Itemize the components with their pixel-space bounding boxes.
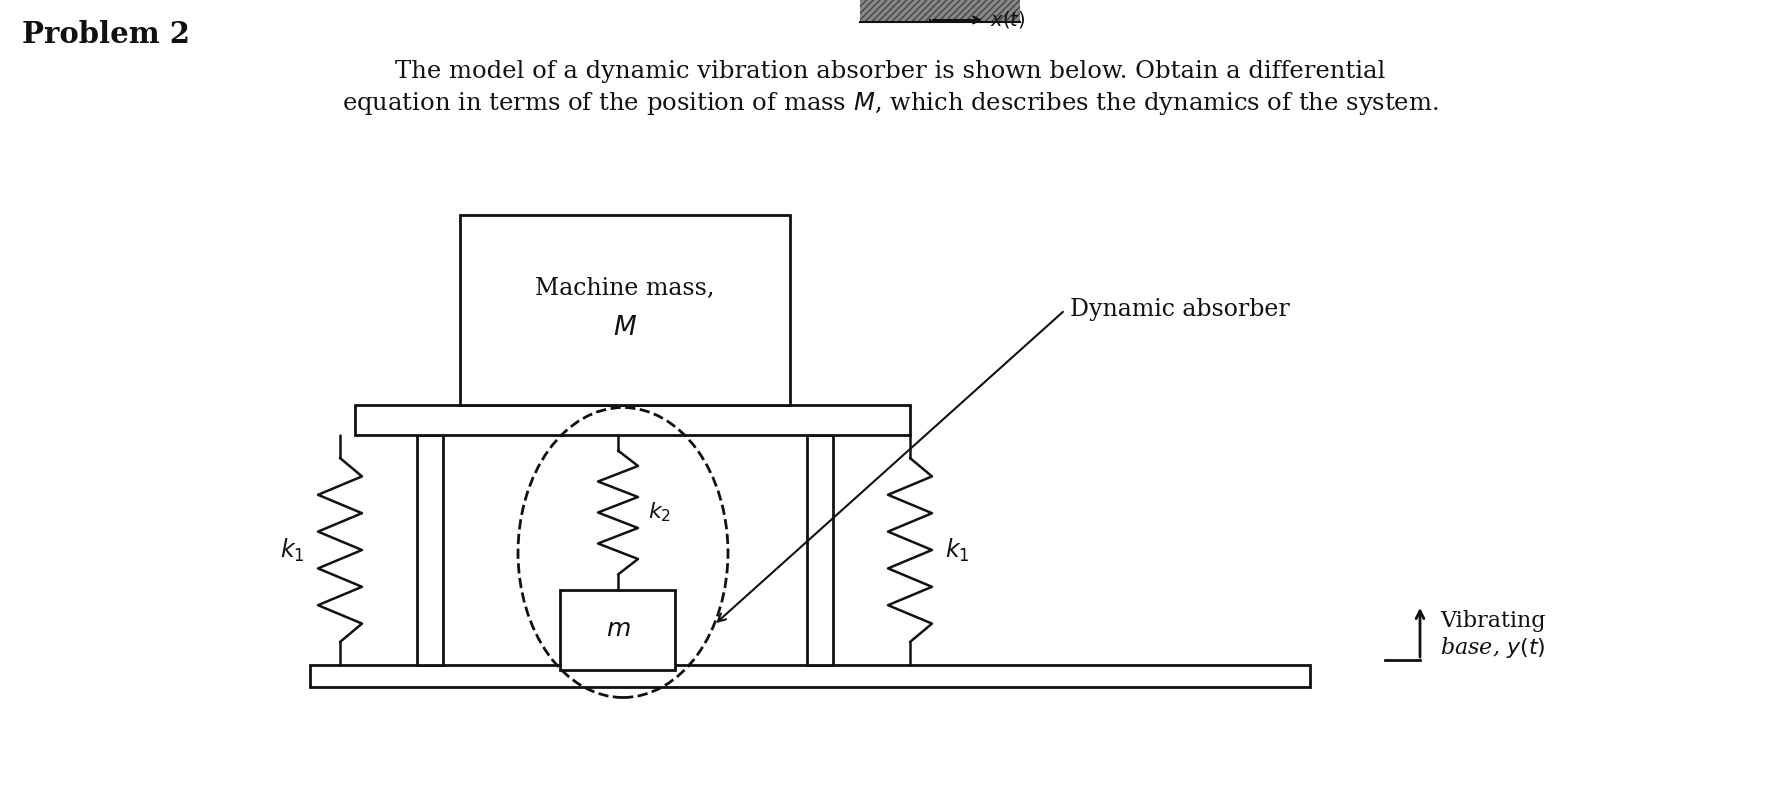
- Bar: [354, 405, 910, 435]
- Text: $k_1$: $k_1$: [945, 536, 968, 564]
- Text: The model of a dynamic vibration absorber is shown below. Obtain a differential: The model of a dynamic vibration absorbe…: [395, 60, 1385, 83]
- Text: $k_2$: $k_2$: [648, 501, 671, 524]
- Text: $M$: $M$: [612, 316, 637, 340]
- Bar: [417, 435, 443, 665]
- Text: base, $y(t)$: base, $y(t)$: [1440, 635, 1545, 660]
- Text: equation in terms of the position of mass $M$, which describes the dynamics of t: equation in terms of the position of mas…: [342, 90, 1438, 117]
- Bar: [561, 590, 675, 670]
- Text: $k_1$: $k_1$: [279, 536, 304, 564]
- Text: $x(t)$: $x(t)$: [990, 10, 1025, 31]
- Bar: [310, 665, 1310, 687]
- Text: Problem 2: Problem 2: [21, 20, 190, 49]
- Bar: [806, 435, 833, 665]
- Text: Vibrating: Vibrating: [1440, 610, 1545, 632]
- Text: $m$: $m$: [605, 619, 630, 642]
- Bar: [459, 215, 790, 405]
- Text: Machine mass,: Machine mass,: [536, 276, 714, 300]
- Text: Dynamic absorber: Dynamic absorber: [1070, 299, 1289, 322]
- Bar: [860, 0, 1020, 22]
